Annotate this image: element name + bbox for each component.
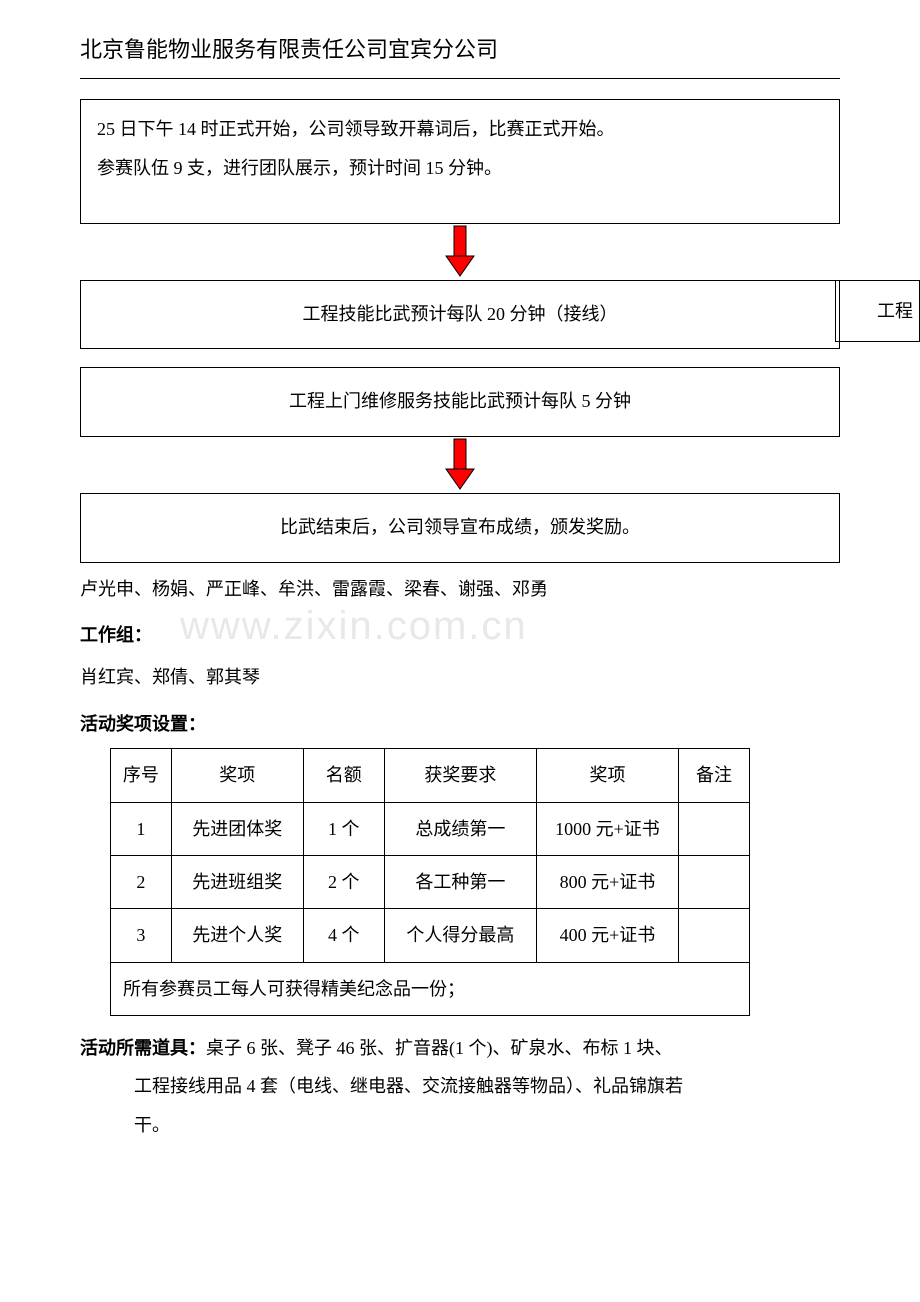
table-footer-cell: 所有参赛员工每人可获得精美纪念品一份； (111, 962, 750, 1015)
flow-arrow-1 (80, 224, 840, 280)
table-row: 3 先进个人奖 4 个 个人得分最高 400 元+证书 (111, 909, 750, 962)
th-1: 奖项 (171, 749, 303, 802)
workgroup-names: 肖红宾、郑倩、郭其琴 (80, 661, 840, 693)
table-row: 1 先进团体奖 1 个 总成绩第一 1000 元+证书 (111, 802, 750, 855)
td: 2 个 (303, 855, 384, 908)
flow-box-3: 工程上门维修服务技能比武预计每队 5 分钟 (80, 367, 840, 437)
td: 个人得分最高 (384, 909, 536, 962)
awards-table: 序号 奖项 名额 获奖要求 奖项 备注 1 先进团体奖 1 个 总成绩第一 10… (110, 748, 750, 1016)
td: 2 (111, 855, 172, 908)
th-0: 序号 (111, 749, 172, 802)
props-line-3: 干。 (134, 1109, 840, 1141)
flow-box-2-side: 工程 (835, 280, 920, 342)
flow-box-1-line-2: 参赛队伍 9 支，进行团队展示，预计时间 15 分钟。 (97, 149, 823, 189)
td: 各工种第一 (384, 855, 536, 908)
td: 400 元+证书 (536, 909, 678, 962)
td: 先进团体奖 (171, 802, 303, 855)
table-header-row: 序号 奖项 名额 获奖要求 奖项 备注 (111, 749, 750, 802)
th-2: 名额 (303, 749, 384, 802)
down-arrow-icon (440, 224, 480, 280)
flow-box-2: 工程技能比武预计每队 20 分钟（接线） (80, 280, 840, 350)
down-arrow-icon (440, 437, 480, 493)
table-row: 2 先进班组奖 2 个 各工种第一 800 元+证书 (111, 855, 750, 908)
td (678, 855, 749, 908)
workgroup-label: 工作组： (80, 619, 840, 651)
props-line-1: 桌子 6 张、凳子 46 张、扩音器(1 个)、矿泉水、布标 1 块、 (206, 1038, 673, 1058)
td: 总成绩第一 (384, 802, 536, 855)
awards-label: 活动奖项设置： (80, 708, 840, 740)
td: 先进个人奖 (171, 909, 303, 962)
th-3: 获奖要求 (384, 749, 536, 802)
flow-arrow-2 (80, 437, 840, 493)
flow-box-1: 25 日下午 14 时正式开始，公司领导致开幕词后，比赛正式开始。 参赛队伍 9… (80, 99, 840, 224)
th-4: 奖项 (536, 749, 678, 802)
td (678, 802, 749, 855)
props-section: 活动所需道具：桌子 6 张、凳子 46 张、扩音器(1 个)、矿泉水、布标 1 … (80, 1032, 840, 1141)
table-footer-row: 所有参赛员工每人可获得精美纪念品一份； (111, 962, 750, 1015)
props-label: 活动所需道具： (80, 1038, 206, 1058)
td: 先进班组奖 (171, 855, 303, 908)
td: 1 个 (303, 802, 384, 855)
td: 1 (111, 802, 172, 855)
judges-names: 卢光申、杨娟、严正峰、牟洪、雷露霞、梁春、谢强、邓勇 (80, 573, 840, 605)
td (678, 909, 749, 962)
flow-box-4: 比武结束后，公司领导宣布成绩，颁发奖励。 (80, 493, 840, 563)
flow-box-1-line-1: 25 日下午 14 时正式开始，公司领导致开幕词后，比赛正式开始。 (97, 110, 823, 150)
td: 3 (111, 909, 172, 962)
props-line-2: 工程接线用品 4 套（电线、继电器、交流接触器等物品）、礼品锦旗若 (134, 1070, 840, 1102)
td: 1000 元+证书 (536, 802, 678, 855)
th-5: 备注 (678, 749, 749, 802)
td: 800 元+证书 (536, 855, 678, 908)
td: 4 个 (303, 909, 384, 962)
page-header-title: 北京鲁能物业服务有限责任公司宜宾分公司 (80, 30, 840, 79)
